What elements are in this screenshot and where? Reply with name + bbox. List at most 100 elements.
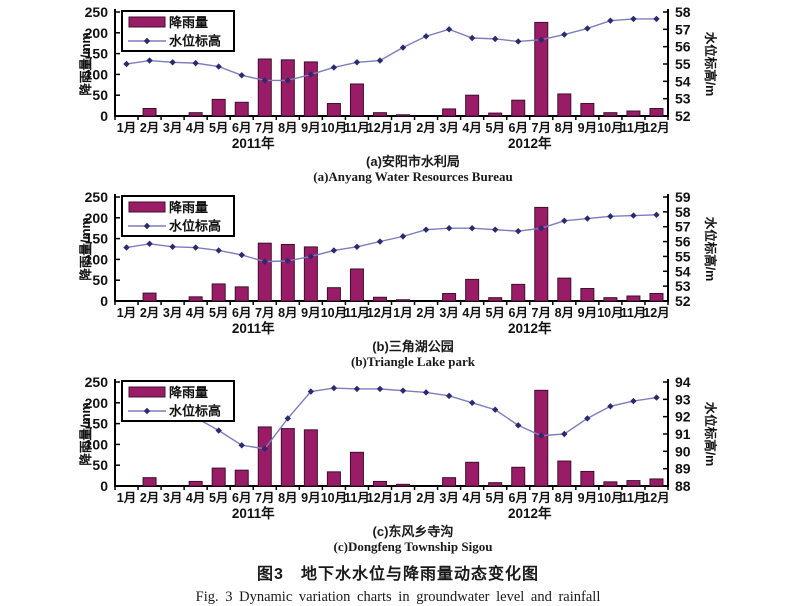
level-marker xyxy=(284,77,292,84)
level-marker xyxy=(261,258,268,265)
level-marker xyxy=(307,71,315,78)
legend-level-marker xyxy=(143,37,151,45)
rain-bar xyxy=(442,477,457,487)
x-month-label: 12月 xyxy=(643,491,669,505)
level-marker xyxy=(169,243,176,250)
panel-c-captions: (c)东风乡寺沟 (c)Dongfeng Township Sigou xyxy=(30,524,796,554)
y-right-tick-label: 57 xyxy=(675,219,691,235)
rain-bar xyxy=(442,293,457,302)
level-marker xyxy=(515,38,522,45)
x-month-label: 5月 xyxy=(485,491,504,505)
level-marker xyxy=(215,247,222,254)
legend-rain-label: 降雨量 xyxy=(169,200,208,215)
rain-bar xyxy=(557,460,572,487)
x-month-label: 9月 xyxy=(301,306,320,320)
level-marker xyxy=(491,406,499,413)
rain-bar xyxy=(326,287,341,302)
y-left-tick-label: 0 xyxy=(100,293,108,309)
level-marker xyxy=(307,253,315,260)
y-right-tick-label: 52 xyxy=(675,293,691,309)
level-marker xyxy=(468,399,476,406)
y-left-tick-label: 50 xyxy=(92,457,108,473)
level-marker xyxy=(607,213,614,220)
rain-bar xyxy=(580,470,595,487)
level-marker xyxy=(561,217,568,224)
legend-rain-label: 降雨量 xyxy=(169,385,208,400)
panel-a-captions: (a)安阳市水利局 (a)Anyang Water Resources Bure… xyxy=(30,154,796,184)
level-marker xyxy=(238,442,245,449)
level-marker xyxy=(330,64,338,71)
y-left-tick-label: 200 xyxy=(85,25,109,41)
y-right-tick-label: 55 xyxy=(675,248,691,264)
x-month-label: 12月 xyxy=(643,306,669,320)
rain-bar xyxy=(465,278,480,302)
level-marker xyxy=(445,26,453,33)
level-marker xyxy=(653,211,660,219)
x-month-label: 11月 xyxy=(621,491,647,505)
x-month-label: 6月 xyxy=(232,491,251,505)
x-month-label: 4月 xyxy=(186,306,205,320)
x-month-label: 9月 xyxy=(578,491,597,505)
panel-a-caption-zh: (a)安阳市水利局 xyxy=(366,154,460,169)
x-month-label: 10月 xyxy=(321,491,347,505)
x-month-label: 2月 xyxy=(416,306,435,320)
y-right-tick-label: 53 xyxy=(675,278,691,294)
y-right-tick-label: 55 xyxy=(675,56,691,72)
rain-bar xyxy=(303,246,318,302)
x-year-label: 2011年 xyxy=(232,505,275,521)
y-right-tick-label: 52 xyxy=(675,108,691,124)
x-month-label: 4月 xyxy=(462,491,481,505)
x-month-label: 5月 xyxy=(485,121,504,135)
rain-bar xyxy=(211,283,226,302)
x-month-label: 12月 xyxy=(367,306,393,320)
figure-caption-en: Fig. 3 Dynamic variation charts in groun… xyxy=(195,589,601,605)
y-left-tick-label: 150 xyxy=(85,416,109,432)
panel-a-caption-en: (a)Anyang Water Resources Bureau xyxy=(313,169,513,184)
y-right-tick-label: 59 xyxy=(675,189,691,205)
rain-bar xyxy=(534,21,549,117)
level-marker xyxy=(284,415,292,422)
level-marker xyxy=(607,403,614,410)
rain-bar xyxy=(603,112,618,117)
x-month-label: 1月 xyxy=(393,121,412,135)
level-marker xyxy=(215,63,222,70)
x-month-label: 3月 xyxy=(163,491,182,505)
x-year-label: 2012年 xyxy=(508,135,552,151)
x-month-label: 7月 xyxy=(532,491,551,505)
x-year-label: 2012年 xyxy=(508,505,552,521)
rain-bar xyxy=(626,295,641,302)
x-month-label: 6月 xyxy=(509,306,528,320)
x-month-label: 9月 xyxy=(301,121,320,135)
y-right-tick-label: 93 xyxy=(675,391,691,407)
y-left-tick-label: 150 xyxy=(85,231,109,247)
rain-bar xyxy=(188,296,203,302)
level-marker xyxy=(630,15,637,23)
level-marker xyxy=(538,36,545,43)
right-axis-title: 水位标高/m xyxy=(703,217,718,282)
rain-bar xyxy=(396,299,411,302)
x-month-label: 2月 xyxy=(416,121,435,135)
y-right-tick-label: 88 xyxy=(675,478,691,494)
level-marker xyxy=(123,60,130,68)
rain-bar xyxy=(257,58,272,117)
rain-bar xyxy=(603,297,618,302)
rain-bar xyxy=(442,108,457,117)
x-month-label: 10月 xyxy=(321,306,347,320)
level-marker xyxy=(146,240,153,247)
x-month-label: 4月 xyxy=(186,121,205,135)
rain-bar xyxy=(234,101,249,117)
right-axis-title: 水位标高/m xyxy=(703,402,718,467)
level-marker xyxy=(561,430,568,438)
x-month-label: 8月 xyxy=(555,306,574,320)
legend-rain-swatch xyxy=(128,386,166,398)
panel-c: 0 50 100 150 200 250 88 89 90 91 92 93 94 1月 2月 3月 4月 5月 6… xyxy=(0,372,796,554)
x-month-label: 12月 xyxy=(367,491,393,505)
level-marker xyxy=(238,251,245,259)
x-month-label: 11月 xyxy=(621,306,647,320)
rain-bar xyxy=(280,59,295,117)
rain-bar xyxy=(142,108,157,117)
x-month-label: 2月 xyxy=(140,491,159,505)
level-marker xyxy=(353,385,361,393)
